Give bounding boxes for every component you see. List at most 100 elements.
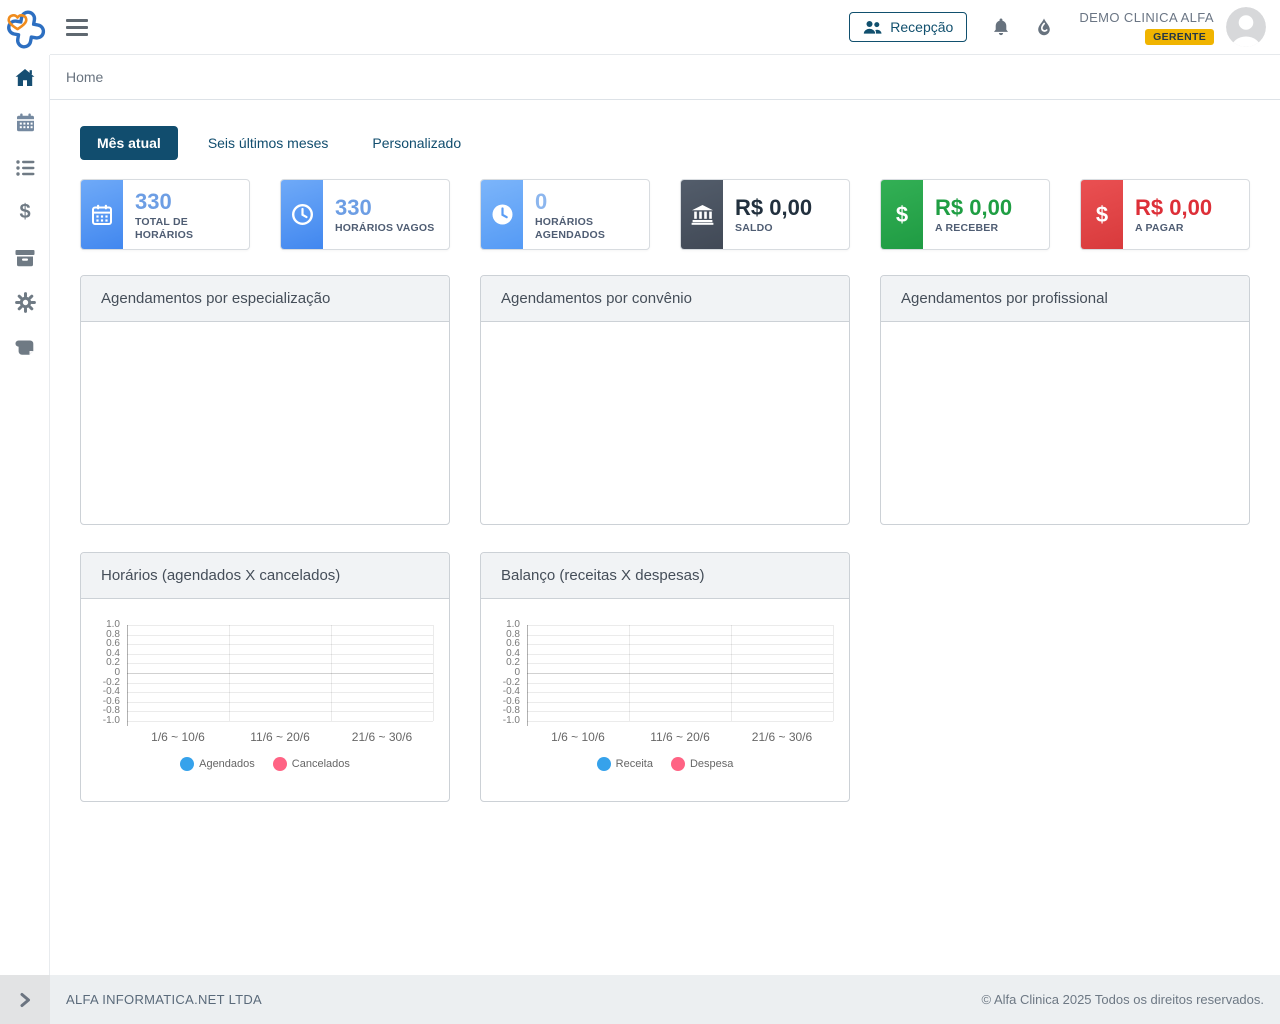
hamburger-menu-icon[interactable] [66,15,88,40]
line-chart-horarios: 1.00.80.60.40.20-0.2-0.4-0.6-0.8-1.0 1/6… [81,599,449,802]
users-icon [863,20,882,35]
panel-agendamentos-especializacao: Agendamentos por especialização [80,275,450,525]
panels-row-2: Horários (agendados X cancelados) 1.00.8… [80,552,1250,802]
gridline-h [127,644,433,645]
legend-item[interactable]: Receita [597,757,653,771]
gridline-h [127,663,433,664]
legend-dot [180,757,194,771]
archive-icon [15,248,35,267]
legend-label: Agendados [199,758,255,770]
gridline-h [527,663,833,664]
chart-legend: Receita Despesa [481,757,849,771]
gridline-h [527,711,833,712]
chart-x-axis: 1/6 ~ 10/611/6 ~ 20/621/6 ~ 30/6 [527,730,833,744]
x-tick-label: 11/6 ~ 20/6 [229,730,331,744]
footer: ALFA INFORMATICA.NET LTDA © Alfa Clinica… [50,975,1280,1024]
gridline-h [127,721,433,722]
chart-plot-area [527,625,833,721]
x-tick-label: 21/6 ~ 30/6 [331,730,433,744]
chart-legend: Agendados Cancelados [81,757,449,771]
panel-agendamentos-convenio: Agendamentos por convênio [480,275,850,525]
panels-row-1: Agendamentos por especialização Agendame… [80,275,1250,525]
bank-icon [681,180,723,249]
tab-personalizado[interactable]: Personalizado [358,126,475,160]
dollar-icon: $ [1081,180,1123,249]
gear-icon [15,292,36,313]
sidebar-item-arquivo[interactable] [0,235,50,280]
stat-card-a-receber: $ R$ 0,00 A RECEBER [880,179,1050,250]
legend-item[interactable]: Despesa [671,757,733,771]
legend-dot [597,757,611,771]
gridline-h [527,625,833,626]
tab-mes-atual[interactable]: Mês atual [80,126,178,160]
sidebar-item-financeiro[interactable]: $ [0,190,50,235]
stat-value: 330 [335,196,434,220]
stat-card-a-pagar: $ R$ 0,00 A PAGAR [1080,179,1250,250]
gridline-h [527,721,833,722]
panel-title: Horários (agendados X cancelados) [101,567,340,584]
legend-item[interactable]: Agendados [180,757,255,771]
stat-label: A RECEBER [935,222,1012,235]
stat-value: R$ 0,00 [735,196,812,220]
stat-cards-row: 330 TOTAL DE HORÁRIOS 330 HORÁRIOS VAGOS [80,179,1250,250]
calendar-icon [16,113,35,132]
stat-label: TOTAL DE HORÁRIOS [135,216,245,242]
dollar-icon: $ [19,201,30,224]
chart-x-axis: 1/6 ~ 10/611/6 ~ 20/621/6 ~ 30/6 [127,730,433,744]
empty-chart-body [481,322,849,525]
gridline-h [127,711,433,712]
flame-drop-icon[interactable] [1035,17,1053,38]
sidebar-item-listas[interactable] [0,145,50,190]
gridline-v [731,625,732,721]
y-axis-line [527,625,528,726]
user-name: DEMO CLINICA ALFA [1079,10,1214,25]
x-tick-label: 21/6 ~ 30/6 [731,730,833,744]
legend-dot [273,757,287,771]
gridline-v [433,625,434,721]
period-tabs: Mês atual Seis últimos meses Personaliza… [80,126,1250,160]
empty-chart-body [881,322,1249,525]
sidebar-item-configuracoes[interactable] [0,280,50,325]
gridline-v [833,625,834,721]
stat-value: 0 [535,190,645,214]
calendar-icon [81,180,123,249]
recepcao-button-label: Recepção [890,19,953,35]
gridline-h [127,625,433,626]
y-tick-label: -1.0 [81,716,120,726]
stat-card-horarios-vagos: 330 HORÁRIOS VAGOS [280,179,450,250]
chart-y-axis: 1.00.80.60.40.20-0.2-0.4-0.6-0.8-1.0 [481,625,523,721]
legend-item[interactable]: Cancelados [273,757,350,771]
app-logo[interactable] [0,0,50,55]
bell-icon[interactable] [991,17,1011,38]
sidebar-item-home[interactable] [0,55,50,100]
gridline-h [527,692,833,693]
x-tick-label: 11/6 ~ 20/6 [629,730,731,744]
y-axis-line [127,625,128,726]
avatar[interactable] [1226,7,1266,47]
tab-seis-ultimos-meses[interactable]: Seis últimos meses [194,126,343,160]
chart-y-axis: 1.00.80.60.40.20-0.2-0.4-0.6-0.8-1.0 [81,625,123,721]
user-menu[interactable]: DEMO CLINICA ALFA GERENTE [1079,10,1214,45]
stat-card-horarios-agendados: 0 HORÁRIOS AGENDADOS [480,179,650,250]
panel-title: Agendamentos por especialização [101,290,330,307]
panel-title: Agendamentos por convênio [501,290,692,307]
stat-label: SALDO [735,222,812,235]
legend-label: Despesa [690,758,733,770]
panel-title: Agendamentos por profissional [901,290,1108,307]
x-tick-label: 1/6 ~ 10/6 [127,730,229,744]
sidebar-collapse-toggle[interactable] [0,975,50,1024]
gridline-h [527,635,833,636]
panel-agendamentos-profissional: Agendamentos por profissional [880,275,1250,525]
sidebar-item-documentos[interactable] [0,325,50,370]
legend-dot [671,757,685,771]
gridline-h [127,702,433,703]
chart-plot-area [127,625,433,721]
line-chart-balanco: 1.00.80.60.40.20-0.2-0.4-0.6-0.8-1.0 1/6… [481,599,849,802]
stat-label: HORÁRIOS VAGOS [335,222,434,235]
breadcrumb-home[interactable]: Home [66,69,103,85]
sidebar-item-agenda[interactable] [0,100,50,145]
recepcao-button[interactable]: Recepção [849,12,967,42]
gridline-h [127,673,433,674]
footer-copyright: © Alfa Clinica 2025 Todos os direitos re… [982,992,1265,1007]
legend-label: Cancelados [292,758,350,770]
